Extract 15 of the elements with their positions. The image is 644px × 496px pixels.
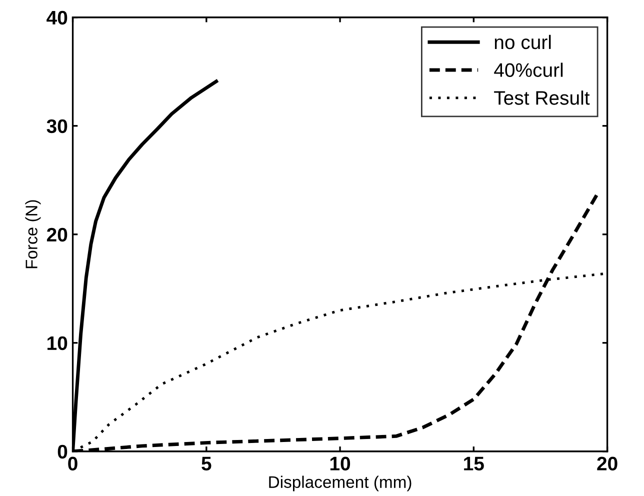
legend-label: 40%curl <box>494 62 563 77</box>
x-tick-label: 10 <box>330 456 350 471</box>
x-tick-label: 15 <box>464 456 484 471</box>
y-tick-label: 10 <box>48 336 68 350</box>
y-axis-title: Force (N) <box>25 200 41 268</box>
x-tick-label: 20 <box>597 456 618 471</box>
y-tick-label: 20 <box>46 228 68 242</box>
x-tick-label: 5 <box>202 456 212 471</box>
y-tick-label: 0 <box>58 444 68 459</box>
legend-label: Test Result <box>494 90 590 105</box>
x-axis-title: Displacement (mm) <box>269 476 412 492</box>
y-tick-label: 40 <box>46 10 68 25</box>
x-tick-label: 0 <box>68 456 78 471</box>
legend-label: no curl <box>494 34 551 50</box>
y-tick-label: 30 <box>46 119 68 134</box>
